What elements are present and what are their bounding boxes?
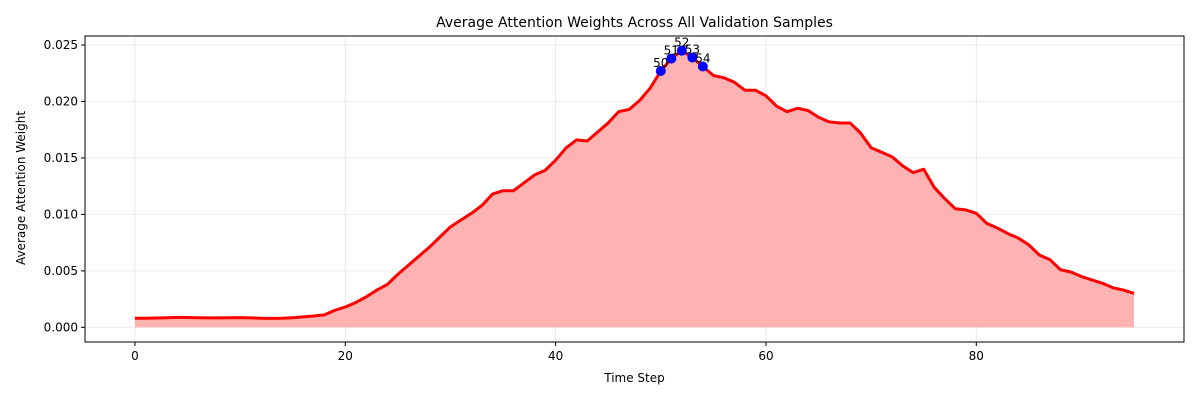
peak-point-label: 53 [685, 42, 700, 56]
peak-point-label: 50 [653, 56, 668, 70]
peak-point-marker [655, 66, 666, 77]
y-tick-label: 0.015 [44, 151, 78, 165]
peak-point-label: 52 [674, 36, 689, 50]
x-tick-label: 20 [338, 349, 353, 363]
peak-point-marker [676, 45, 687, 56]
peak-point-label: 51 [664, 44, 679, 58]
attention-line [134, 49, 1135, 320]
plot-frame [84, 35, 1185, 343]
peak-point-marker [697, 61, 708, 72]
y-axis-title: Average Attention Weight [14, 111, 28, 265]
plot-area [134, 49, 1135, 328]
y-tick-label: 0.000 [44, 320, 78, 334]
y-tick-label: 0.025 [44, 38, 78, 52]
x-tick-label: 40 [548, 349, 563, 363]
x-axis-title: Time Step [603, 371, 665, 385]
y-tick-label: 0.005 [44, 264, 78, 278]
x-tick-label: 80 [969, 349, 984, 363]
attention-area-fill [134, 50, 1135, 328]
y-tick-label: 0.020 [44, 94, 78, 108]
x-tick-label: 60 [758, 349, 773, 363]
peak-point-marker [687, 52, 698, 63]
axes: 0 20 40 60 80 0.000 0.005 0.010 0.015 0.020 0.025 [44, 35, 1185, 363]
chart-title: Average Attention Weights Across All Val… [436, 15, 833, 31]
peak-point-label: 54 [695, 51, 710, 65]
y-tick-label: 0.010 [44, 207, 78, 221]
peak-point-marker [666, 53, 677, 64]
x-tick-label: 0 [131, 349, 139, 363]
